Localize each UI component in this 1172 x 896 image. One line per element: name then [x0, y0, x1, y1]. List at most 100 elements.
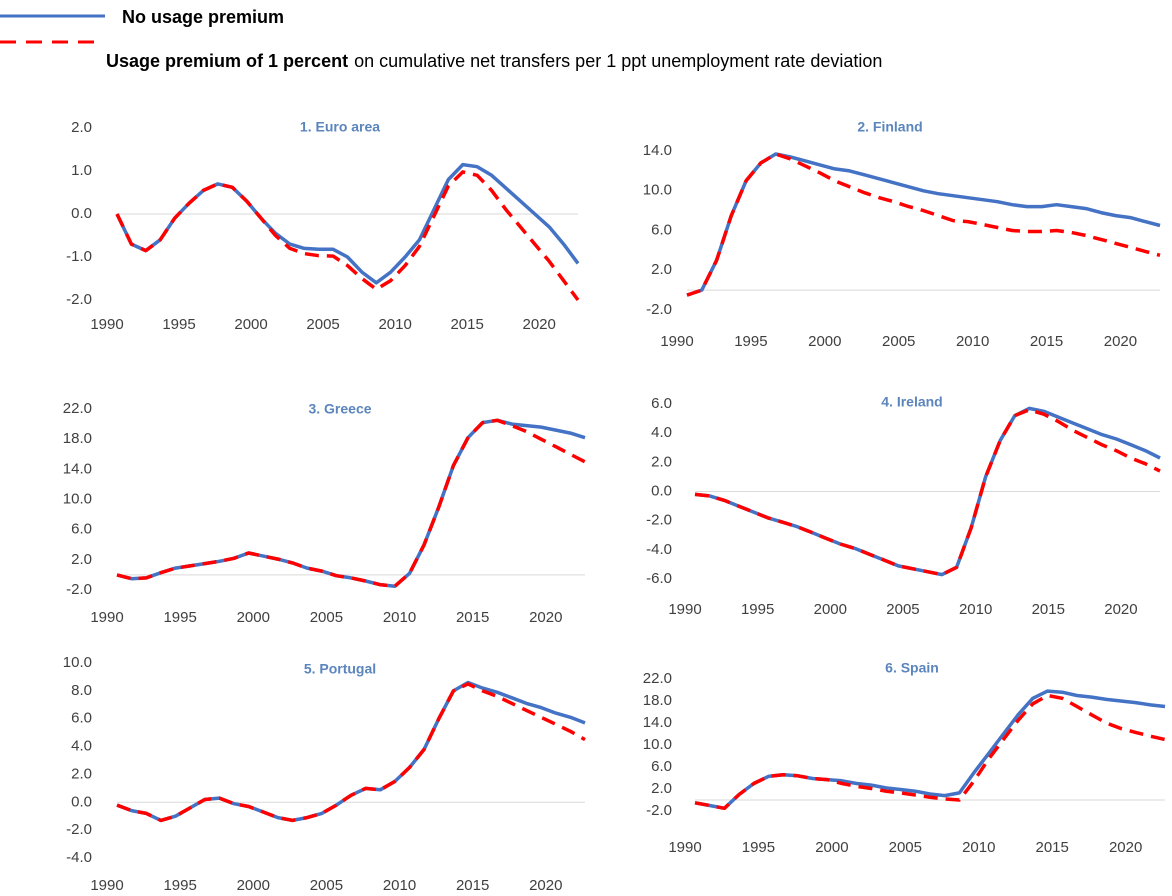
- y-tick-label: 4.0: [651, 424, 672, 441]
- x-tick-label: 2000: [815, 839, 848, 856]
- x-tick-label: 2015: [1030, 333, 1063, 350]
- y-tick-label: 10.0: [63, 654, 92, 671]
- x-tick-label: 2020: [1109, 839, 1142, 856]
- y-tick-label: -2.0: [646, 512, 672, 529]
- x-tick-label: 2010: [962, 839, 995, 856]
- x-tick-label: 2015: [456, 609, 489, 626]
- legend-label-bold: Usage premium of 1 percent: [106, 51, 348, 71]
- series-line: [116, 418, 586, 588]
- y-tick-label: -2.0: [66, 581, 92, 598]
- y-tick-label: 2.0: [651, 453, 672, 470]
- series-line: [694, 408, 1161, 577]
- y-tick-label: 2.0: [651, 261, 672, 278]
- y-tick-label: 6.0: [651, 221, 672, 238]
- chart-title: 3. Greece: [308, 401, 371, 417]
- y-tick-label: 6.0: [651, 758, 672, 775]
- y-tick-label: 6.0: [71, 521, 92, 538]
- series-line: [115, 170, 580, 302]
- y-tick-label: 0.0: [71, 205, 92, 222]
- x-tick-label: 1995: [162, 316, 195, 333]
- x-tick-label: 1995: [163, 609, 196, 626]
- y-tick-label: 8.0: [71, 682, 92, 699]
- y-tick-label: 6.0: [71, 710, 92, 727]
- x-tick-label: 1990: [668, 601, 701, 618]
- x-tick-label: 2005: [310, 877, 343, 894]
- y-tick-label: -2.0: [646, 301, 672, 318]
- y-tick-label: 10.0: [643, 736, 672, 753]
- x-tick-label: 2020: [1104, 333, 1137, 350]
- y-tick-label: 2.0: [71, 551, 92, 568]
- y-tick-label: -4.0: [66, 849, 92, 866]
- legend-label-rest: on cumulative net transfers per 1 ppt un…: [354, 51, 882, 71]
- x-tick-label: 1995: [734, 333, 767, 350]
- y-tick-label: -2.0: [66, 821, 92, 838]
- y-tick-label: 18.0: [643, 692, 672, 709]
- y-tick-label: 2.0: [71, 765, 92, 782]
- x-tick-label: 1995: [163, 877, 196, 894]
- x-tick-label: 2015: [450, 316, 483, 333]
- x-tick-label: 2020: [529, 609, 562, 626]
- y-tick-label: -2.0: [646, 802, 672, 819]
- y-tick-label: 14.0: [643, 714, 672, 731]
- x-tick-label: 2005: [882, 333, 915, 350]
- series-line: [686, 152, 1161, 297]
- x-tick-label: 1990: [660, 333, 693, 350]
- x-tick-label: 2000: [808, 333, 841, 350]
- x-tick-label: 1990: [90, 316, 123, 333]
- x-tick-label: 1990: [668, 839, 701, 856]
- y-tick-label: 0.0: [71, 793, 92, 810]
- x-tick-label: 2010: [383, 877, 416, 894]
- y-tick-label: -4.0: [646, 541, 672, 558]
- y-tick-label: 2.0: [651, 780, 672, 797]
- y-tick-label: 14.0: [63, 460, 92, 477]
- chart-title: 6. Spain: [885, 660, 939, 676]
- chart-title: 2. Finland: [857, 119, 922, 135]
- x-tick-label: 1995: [741, 601, 774, 618]
- x-tick-label: 1995: [742, 839, 775, 856]
- y-tick-label: 0.0: [651, 482, 672, 499]
- series-line: [694, 693, 1166, 811]
- y-tick-label: 18.0: [63, 430, 92, 447]
- x-tick-label: 2010: [959, 601, 992, 618]
- y-tick-label: 22.0: [63, 400, 92, 417]
- x-tick-label: 2005: [310, 609, 343, 626]
- series-line: [116, 418, 586, 588]
- y-tick-label: 22.0: [643, 670, 672, 687]
- y-tick-label: -1.0: [66, 248, 92, 265]
- x-tick-label: 2000: [237, 877, 270, 894]
- y-tick-label: 10.0: [643, 182, 672, 199]
- x-tick-label: 2000: [237, 609, 270, 626]
- y-tick-label: 10.0: [63, 490, 92, 507]
- x-tick-label: 2020: [529, 877, 562, 894]
- x-tick-label: 1990: [90, 877, 123, 894]
- x-tick-label: 2020: [1104, 601, 1137, 618]
- series-line: [116, 682, 586, 823]
- y-tick-label: 4.0: [71, 738, 92, 755]
- y-tick-label: 14.0: [643, 142, 672, 159]
- x-tick-label: 2000: [814, 601, 847, 618]
- chart-title: 5. Portugal: [304, 661, 376, 677]
- x-tick-label: 2010: [383, 609, 416, 626]
- series-line: [694, 689, 1166, 811]
- y-tick-label: -2.0: [66, 291, 92, 308]
- x-tick-label: 2010: [956, 333, 989, 350]
- legend-label: No usage premium: [122, 7, 284, 27]
- x-tick-label: 1990: [90, 609, 123, 626]
- x-tick-label: 2005: [886, 601, 919, 618]
- y-tick-label: -6.0: [646, 570, 672, 587]
- chart-title: 1. Euro area: [300, 119, 380, 135]
- chart-title: 4. Ireland: [881, 394, 942, 410]
- y-tick-label: 2.0: [71, 119, 92, 136]
- y-tick-label: 1.0: [71, 162, 92, 179]
- x-tick-label: 2020: [523, 316, 556, 333]
- x-tick-label: 2015: [1036, 839, 1069, 856]
- y-tick-label: 6.0: [651, 395, 672, 412]
- x-tick-label: 2005: [306, 316, 339, 333]
- legend-label: Usage premium of 1 percent on cumulative …: [106, 51, 882, 71]
- series-line: [686, 152, 1161, 297]
- x-tick-label: 2015: [1032, 601, 1065, 618]
- x-tick-label: 2015: [456, 877, 489, 894]
- x-tick-label: 2010: [378, 316, 411, 333]
- x-tick-label: 2005: [889, 839, 922, 856]
